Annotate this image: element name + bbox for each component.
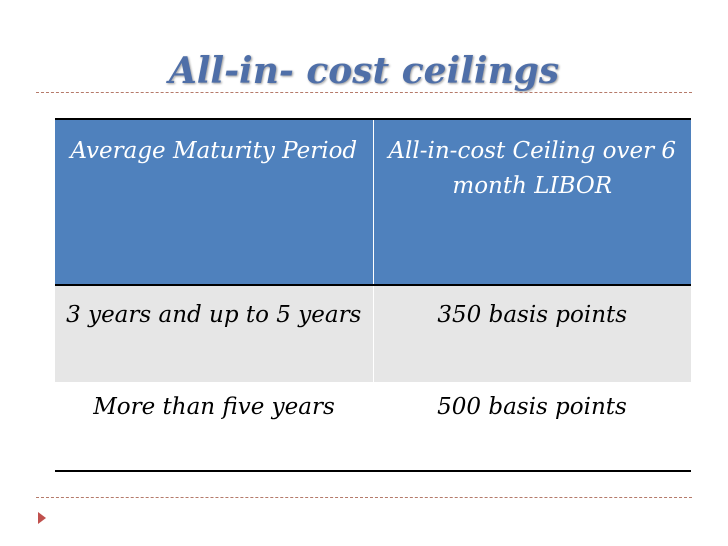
row: More than five years 500 basis points <box>55 382 691 472</box>
divider <box>36 92 692 93</box>
cell: More than five years <box>55 382 373 472</box>
header-row: Average Maturity Period All-in-cost Ceil… <box>55 118 691 285</box>
bullet <box>38 512 46 524</box>
row: 3 years and up to 5 years 350 basis poin… <box>55 284 691 382</box>
header-cell: Average Maturity Period <box>55 118 374 285</box>
cell: 500 basis points <box>373 382 691 472</box>
table: Average Maturity Period All-in-cost Ceil… <box>55 118 691 472</box>
title: All-in- cost ceilings <box>168 50 560 92</box>
cell: 3 years and up to 5 years <box>55 284 374 382</box>
divider <box>36 497 692 498</box>
cell: 350 basis points <box>373 284 691 382</box>
header-cell: All-in-cost Ceiling over 6 month LIBOR <box>373 118 691 285</box>
